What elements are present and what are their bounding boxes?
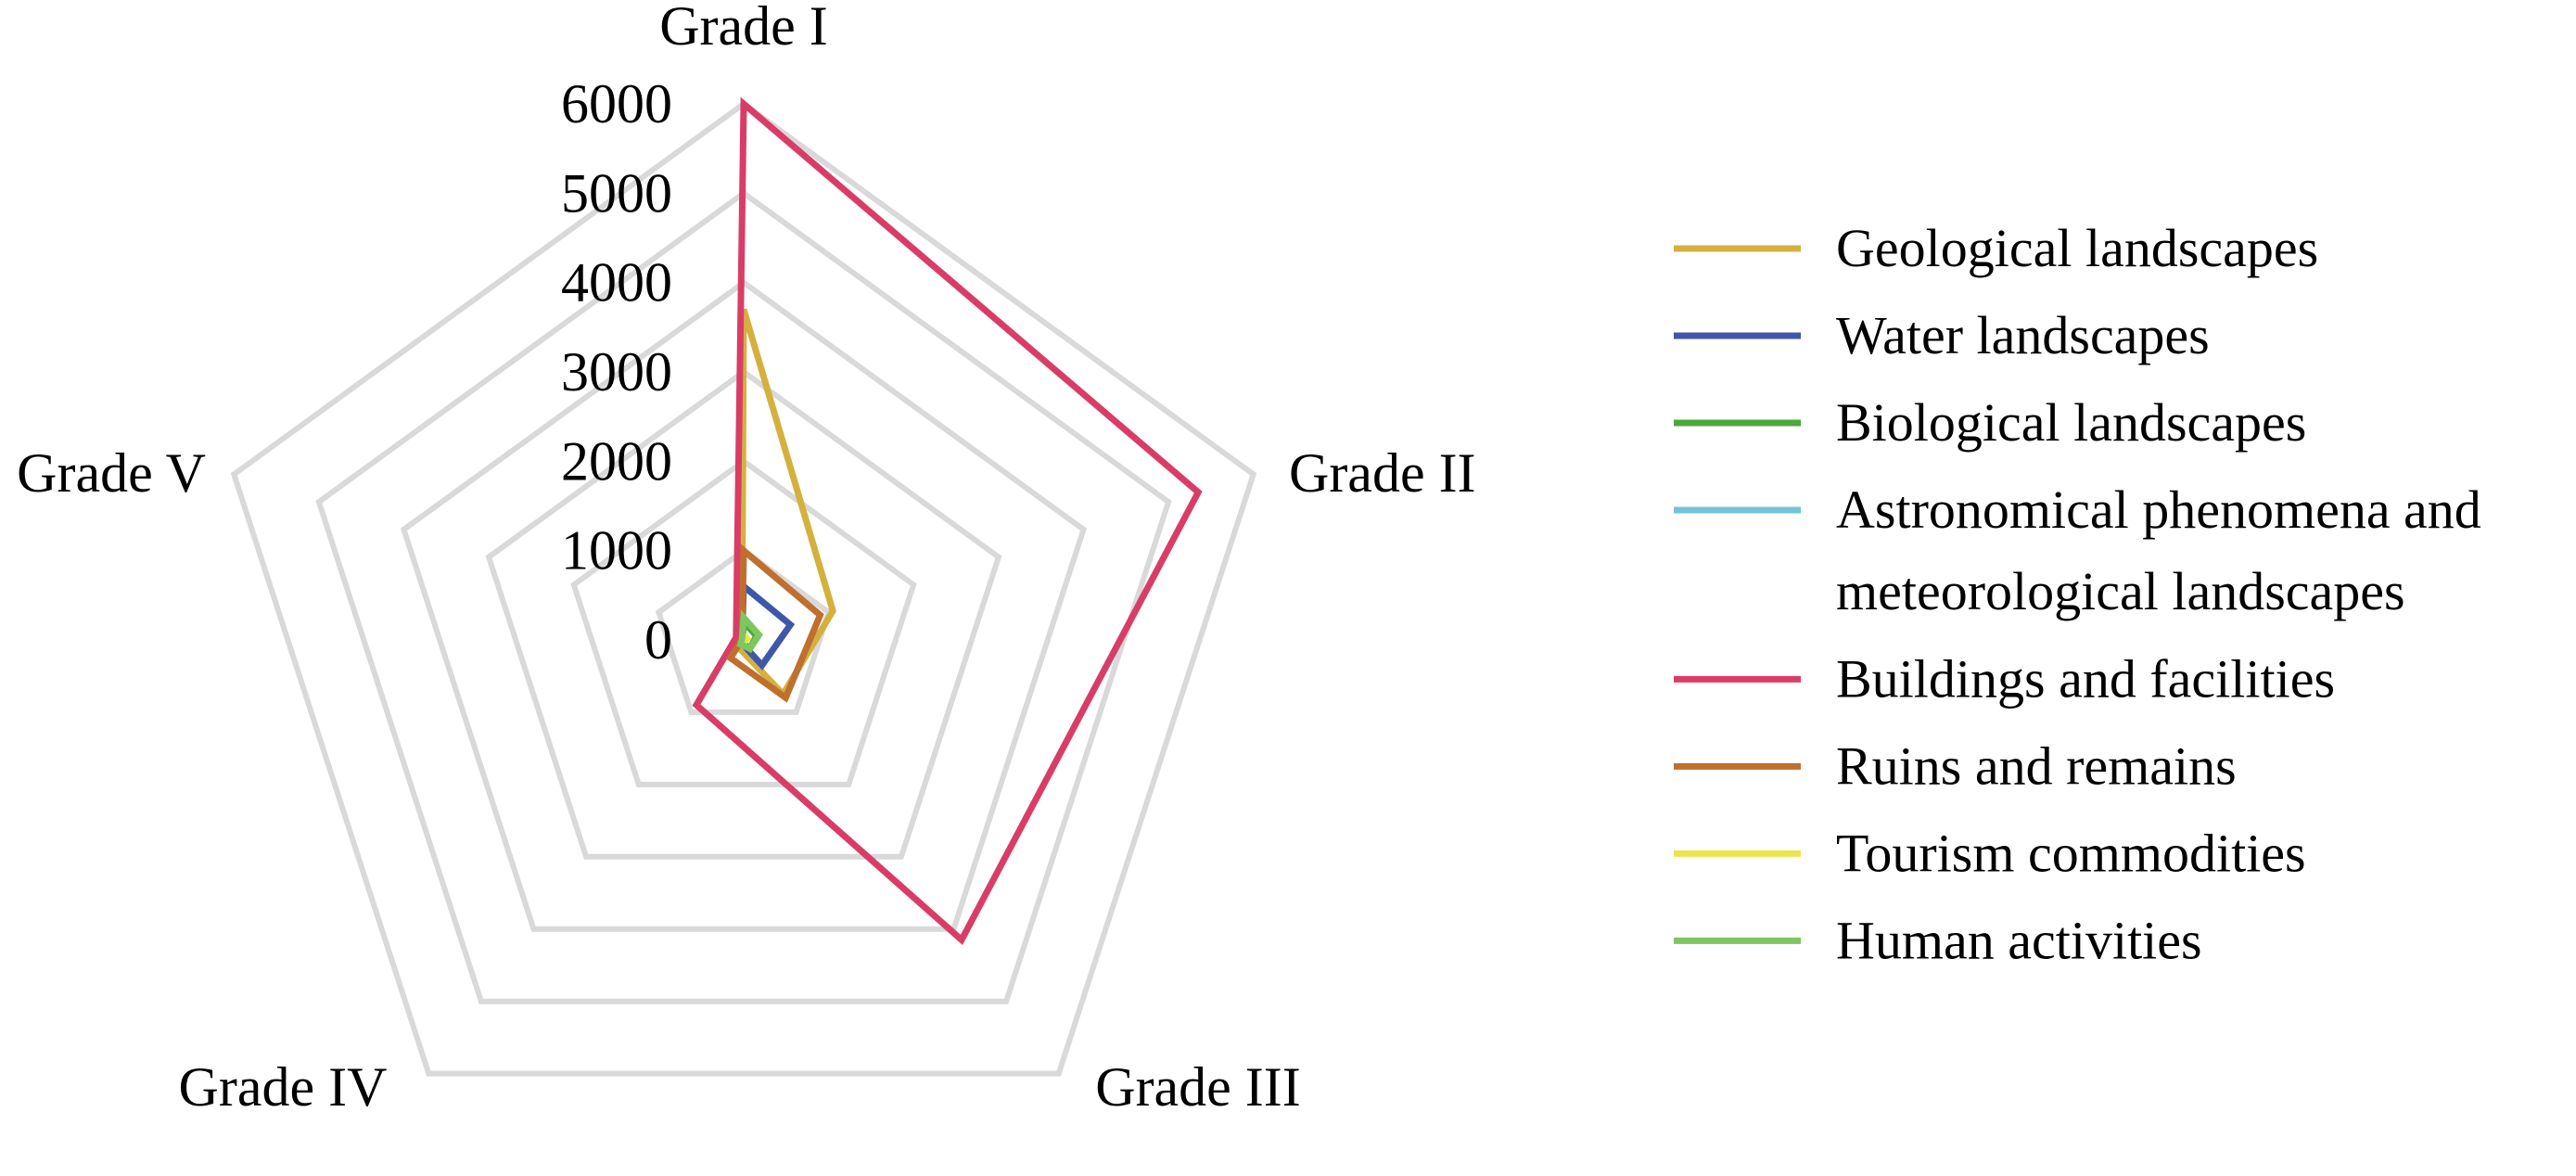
legend-label-astronomical-phenomena-and-meteorological-landscapes: Astronomical phenomena and meteorological… — [1836, 479, 2481, 621]
series-line-buildings-and-facilities — [692, 96, 1203, 945]
radial-tick-5000: 5000 — [561, 162, 672, 224]
radial-tick-3000: 3000 — [561, 341, 672, 403]
radar-series — [692, 96, 1203, 945]
grid-ring-2000 — [570, 457, 917, 787]
legend-label-biological-landscapes: Biological landscapes — [1836, 392, 2306, 453]
series-line-human-activities — [736, 609, 763, 653]
legend-label-buildings-and-facilities: Buildings and facilities — [1836, 648, 2335, 709]
radial-tick-1000: 1000 — [561, 520, 672, 582]
grid-ring-5000 — [315, 189, 1172, 1004]
grid-ring-3000 — [485, 368, 1002, 860]
axis-label-grade-i: Grade I — [659, 0, 828, 57]
legend: Geological landscapes Water landscapes Bio… — [1674, 218, 2481, 970]
axis-label-grade-iii: Grade III — [1095, 1056, 1301, 1118]
axis-label-grade-v: Grade V — [17, 442, 206, 504]
axis-labels: Grade I Grade II Grade III Grade IV Grade V — [17, 0, 1475, 1118]
grid-ring-6000 — [230, 100, 1257, 1077]
grid-ring-1000 — [655, 546, 833, 715]
legend-label-tourism-commodities: Tourism commodities — [1836, 823, 2306, 883]
radar-grid — [230, 100, 1257, 1077]
legend-label-geological-landscapes: Geological landscapes — [1836, 218, 2318, 278]
radial-tick-0: 0 — [644, 609, 672, 671]
radial-tick-2000: 2000 — [561, 430, 672, 492]
radial-tick-labels: 0 1000 2000 3000 4000 5000 6000 — [561, 73, 672, 671]
grid-ring-4000 — [400, 278, 1088, 932]
radial-tick-4000: 4000 — [561, 252, 672, 313]
legend-label-ruins-and-remains: Ruins and remains — [1836, 735, 2237, 796]
legend-label-water-landscapes: Water landscapes — [1836, 305, 2210, 365]
axis-label-grade-iv: Grade IV — [179, 1056, 388, 1118]
axis-label-grade-ii: Grade II — [1289, 442, 1476, 504]
radial-tick-6000: 6000 — [561, 73, 672, 134]
legend-label-human-activities: Human activities — [1836, 910, 2202, 970]
